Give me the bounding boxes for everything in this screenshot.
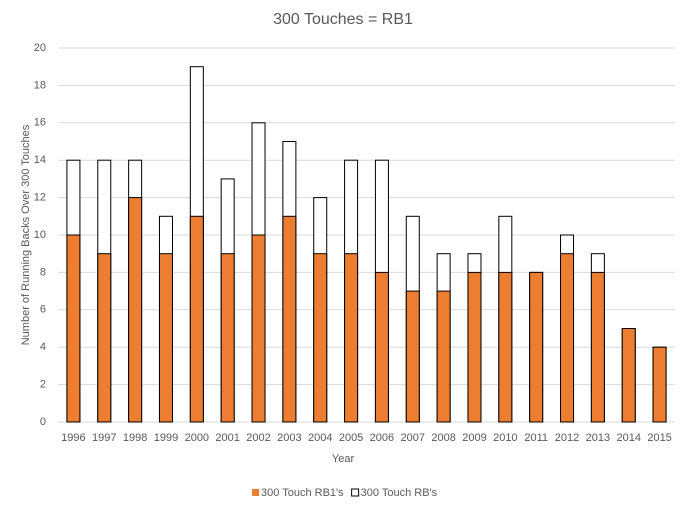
bar	[220, 253, 235, 423]
y-axis-label: Number of Running Backs Over 300 Touches	[20, 124, 32, 345]
legend-swatch	[351, 488, 360, 497]
y-tick-label: 6	[40, 304, 46, 316]
legend-label: 300 Touch RB's	[361, 487, 438, 499]
bar	[467, 271, 482, 423]
bar	[436, 290, 451, 423]
bar	[97, 253, 112, 423]
bar	[251, 234, 266, 423]
y-tick-label: 16	[34, 117, 46, 129]
x-tick-label: 2012	[555, 432, 579, 444]
x-tick-label: 2013	[586, 432, 610, 444]
x-tick-label: 2015	[647, 432, 671, 444]
x-tick-label: 2005	[339, 432, 363, 444]
bar	[189, 215, 204, 423]
x-axis-label: Year	[332, 453, 355, 465]
x-tick-label: 2004	[308, 432, 332, 444]
x-tick-label: 1999	[154, 432, 178, 444]
chart-title: 300 Touches = RB1	[273, 11, 413, 28]
bar	[313, 253, 328, 423]
y-tick-label: 2	[40, 379, 46, 391]
bar	[652, 346, 667, 423]
legend-label: 300 Touch RB1's	[261, 487, 344, 499]
x-tick-label: 2009	[462, 432, 486, 444]
bar	[405, 290, 420, 423]
x-tick-label: 1997	[92, 432, 116, 444]
x-tick-label: 2014	[616, 432, 640, 444]
x-tick-label: 2010	[493, 432, 517, 444]
y-tick-label: 14	[34, 154, 46, 166]
bar	[498, 271, 513, 423]
bar	[344, 253, 359, 423]
x-tick-label: 2002	[246, 432, 270, 444]
x-tick-label: 2000	[185, 432, 209, 444]
legend-swatch	[252, 489, 259, 496]
x-tick-label: 1998	[123, 432, 147, 444]
bar	[529, 271, 544, 423]
y-tick-label: 8	[40, 266, 46, 278]
bar	[590, 271, 605, 423]
y-tick-label: 0	[40, 416, 46, 428]
y-tick-label: 10	[34, 229, 46, 241]
y-tick-label: 18	[34, 79, 46, 91]
y-tick-label: 12	[34, 192, 46, 204]
bar	[66, 234, 81, 423]
bar	[621, 328, 636, 423]
x-tick-label: 2007	[401, 432, 425, 444]
x-tick-label: 1996	[61, 432, 85, 444]
bar	[158, 253, 173, 423]
x-tick-label: 2011	[524, 432, 548, 444]
bar	[282, 215, 297, 423]
bar	[128, 197, 143, 423]
bar	[374, 271, 389, 423]
x-tick-label: 2003	[277, 432, 301, 444]
y-tick-label: 20	[34, 42, 46, 54]
x-tick-label: 2008	[431, 432, 455, 444]
bar	[560, 253, 575, 423]
x-tick-label: 2006	[370, 432, 394, 444]
x-tick-label: 2001	[215, 432, 239, 444]
y-tick-label: 4	[40, 341, 46, 353]
